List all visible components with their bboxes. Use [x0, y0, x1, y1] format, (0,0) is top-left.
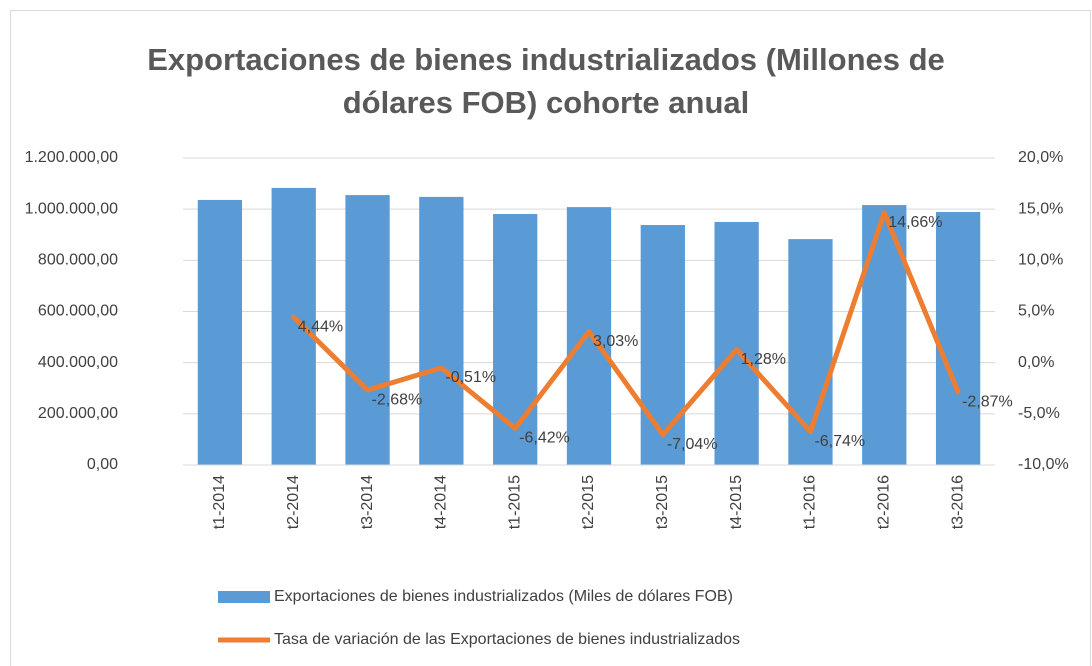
bar — [935, 211, 981, 465]
y2-tick-label: 20,0% — [1018, 149, 1063, 166]
bar — [566, 207, 612, 465]
data-label: -7,04% — [667, 436, 718, 453]
y2-tick-label: -5,0% — [1018, 405, 1060, 422]
x-tick-label: t3-2015 — [654, 475, 671, 529]
y2-tick-label: 10,0% — [1018, 252, 1063, 269]
bar — [271, 187, 316, 465]
x-tick-label: t1-2016 — [802, 475, 819, 529]
legend-label: Tasa de variación de las Exportaciones d… — [274, 631, 740, 648]
y2-tick-label: 15,0% — [1018, 200, 1063, 217]
bar — [640, 225, 685, 465]
y2-tick-label: -10,0% — [1018, 456, 1069, 473]
bar — [493, 214, 538, 465]
legend-label: Exportaciones de bienes industrializados… — [274, 588, 733, 605]
x-tick-label: t4-2015 — [728, 475, 745, 529]
x-tick-label: t1-2014 — [211, 475, 228, 529]
y-tick-label: 600.000,00 — [38, 303, 118, 320]
y-tick-label: 800.000,00 — [38, 252, 118, 269]
x-tick-label: t2-2014 — [285, 475, 302, 529]
data-label: -6,42% — [519, 430, 570, 447]
y2-tick-label: 5,0% — [1018, 303, 1054, 320]
x-tick-label: t2-2016 — [875, 475, 892, 529]
data-label: -6,74% — [814, 433, 865, 450]
legend-swatch — [218, 591, 270, 603]
data-label: 4,44% — [298, 318, 343, 335]
data-label: 14,66% — [888, 214, 942, 231]
line — [291, 210, 961, 438]
bar — [419, 196, 464, 466]
x-tick-label: t3-2016 — [949, 475, 966, 529]
y-tick-label: 0,00 — [87, 456, 118, 473]
bar — [197, 199, 243, 465]
y-tick-label: 400.000,00 — [38, 354, 118, 371]
data-label: -2,87% — [962, 393, 1013, 410]
chart-title: Exportaciones de bienes industrializados… — [147, 42, 945, 120]
y-tick-label: 1.000.000,00 — [25, 200, 119, 217]
data-label: 1,28% — [741, 351, 786, 368]
chart-border — [10, 10, 1091, 666]
x-tick-label: t2-2015 — [580, 475, 597, 529]
x-tick-label: t4-2014 — [433, 475, 450, 529]
y-tick-label: 1.200.000,00 — [25, 149, 119, 166]
data-label: -0,51% — [445, 369, 496, 386]
bar — [345, 195, 390, 466]
data-label: -2,68% — [372, 391, 423, 408]
x-tick-label: t1-2015 — [506, 475, 523, 529]
data-label: 3,03% — [593, 333, 638, 350]
y2-tick-label: 0,0% — [1018, 354, 1054, 371]
x-tick-label: t3-2014 — [359, 475, 376, 529]
bar — [714, 221, 759, 465]
y-tick-label: 200.000,00 — [38, 405, 118, 422]
